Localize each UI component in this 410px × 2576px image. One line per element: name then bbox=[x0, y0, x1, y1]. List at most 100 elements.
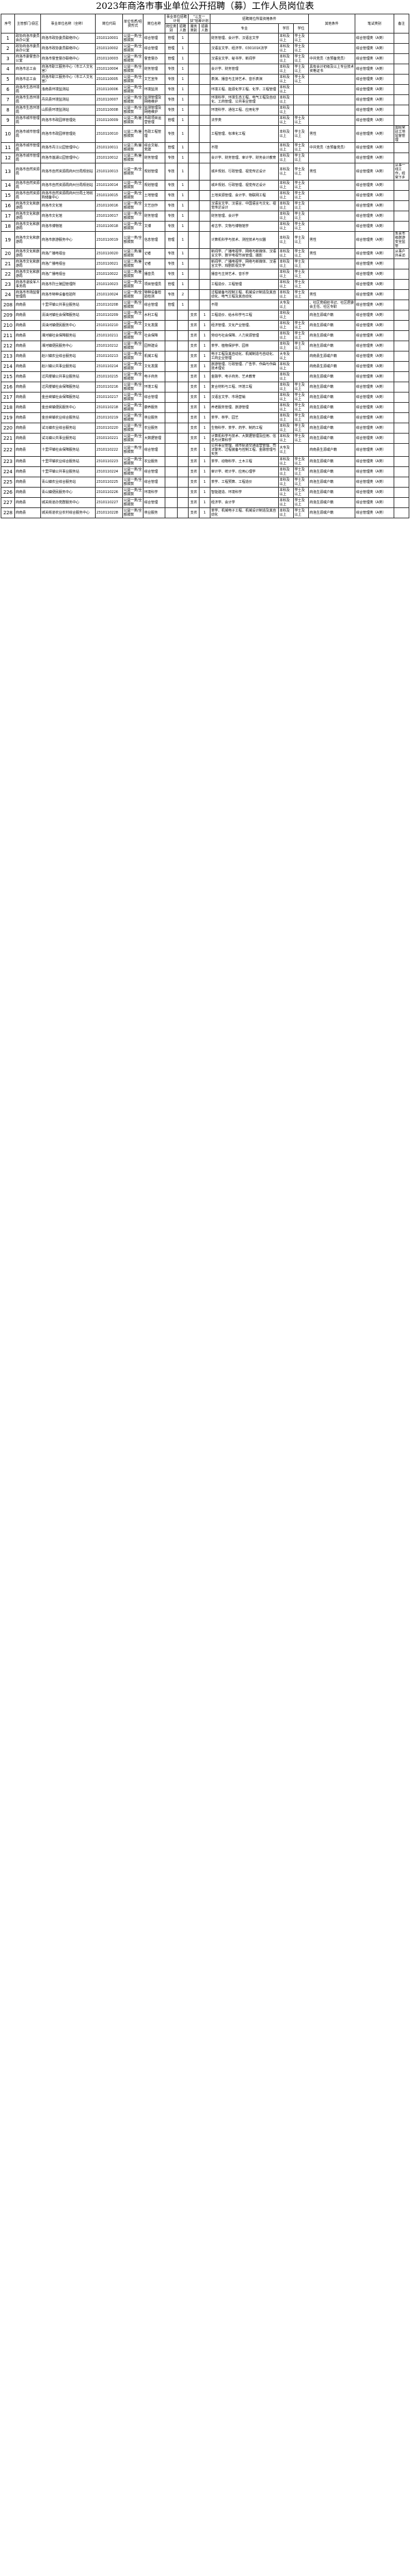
cell-code: 2310110016 bbox=[95, 200, 123, 211]
table-row: 3 商洛市委督查办公室 商洛市督查督办联络中心 2310110003 公益一类/全额拨款… bbox=[1, 53, 410, 64]
cell-note bbox=[394, 497, 410, 508]
cell-note bbox=[394, 477, 410, 488]
cell-nature: 公益二类/差额拨款 bbox=[122, 125, 144, 143]
cell-sanzhi-type bbox=[188, 163, 200, 181]
table-row: 21 商洛市文化和旅游局 商洛广播电视台 2310110021 公益二类/差额拨款 记者专… bbox=[1, 258, 410, 269]
cell-no: 225 bbox=[1, 477, 15, 488]
cell-plan-type bbox=[165, 351, 178, 362]
cell-code: 2310110022 bbox=[95, 269, 123, 280]
cell-code: 2310110228 bbox=[95, 507, 123, 518]
cell-sanzhi-count bbox=[199, 180, 211, 191]
cell-plan-count: 1 bbox=[176, 180, 189, 191]
table-header: 序号 主管部门/县区 事业单位名称（全称） 岗位代码 单位性质/经费形式 岗位名… bbox=[1, 14, 410, 34]
table-row: 9 商洛市城市管理局 商洛市市政园林管理处 2310110009 公益二类/差额拨款 市政… bbox=[1, 115, 410, 126]
cell-nature: 公益一类/全额拨款 bbox=[122, 43, 144, 54]
cell-edu: 本科及以上 bbox=[278, 402, 295, 413]
cell-degree bbox=[293, 94, 310, 105]
cell-degree: 学士及以上 bbox=[293, 125, 310, 143]
table-row: 224 商南县 十里坪镇公共事业服务站 2310110224 公益一类/全额拨款 综合管理… bbox=[1, 466, 410, 477]
cell-plan-count bbox=[176, 361, 189, 372]
header-nature: 单位性质/经费形式 bbox=[122, 14, 144, 34]
cell-sanzhi-type bbox=[188, 231, 200, 249]
cell-note bbox=[394, 361, 410, 372]
cell-edu: 本科及以上 bbox=[278, 142, 295, 153]
cell-nature: 公益一类/全额拨款 bbox=[122, 279, 144, 290]
cell-post: 土地管理 bbox=[143, 190, 165, 201]
cell-nature: 公益一类/全额拨款 bbox=[122, 433, 144, 444]
table-row: 218 商南县 金丝峡镇便民服务中心 2310110218 公益一类/全额拨款 康养服务 支… bbox=[1, 402, 410, 413]
cell-major: 茶学、植物保护学、园林 bbox=[210, 341, 279, 351]
cell-edu: 本科及以上 bbox=[278, 94, 295, 105]
cell-no: 7 bbox=[1, 94, 15, 105]
cell-plan-type bbox=[165, 477, 178, 488]
cell-degree: 学士及以上 bbox=[293, 477, 310, 488]
cell-sanzhi-type bbox=[188, 221, 200, 232]
cell-dept: 商南县 bbox=[14, 310, 41, 321]
cell-plan-count: 1 bbox=[176, 190, 189, 201]
cell-unit: 商洛市市政园林管理处 bbox=[40, 115, 96, 126]
cell-exam: 综合管理类（A类） bbox=[355, 258, 395, 269]
cell-code: 2310110002 bbox=[95, 43, 123, 54]
cell-note: 需经常驻工地监督管理 bbox=[394, 125, 410, 143]
cell-code: 2310110216 bbox=[95, 382, 123, 393]
cell-major: 茶学、动物科学、土木工程 bbox=[210, 456, 279, 467]
cell-no: 220 bbox=[1, 423, 15, 434]
cell-other: 商洛生源或户籍 bbox=[308, 320, 356, 331]
cell-dept: 商洛市总工会 bbox=[14, 64, 41, 75]
cell-nature: 公益一类/全额拨款 bbox=[122, 231, 144, 249]
cell-note bbox=[394, 33, 410, 44]
header-post: 岗位名称 bbox=[143, 14, 165, 34]
cell-dept: 商洛市文化和旅游局 bbox=[14, 221, 41, 232]
cell-post: 环境监测 bbox=[143, 84, 165, 95]
cell-degree: 学士及以上 bbox=[293, 392, 310, 403]
cell-note bbox=[394, 64, 410, 75]
cell-plan-count bbox=[176, 341, 189, 351]
cell-dept: 商南县 bbox=[14, 433, 41, 444]
cell-other bbox=[308, 115, 356, 126]
cell-dept: 商洛市市场监督管理局 bbox=[14, 289, 41, 300]
cell-sanzhi-count bbox=[199, 43, 211, 54]
table-row: 23 商洛市退役军人事务局 商洛市烈士陵园管理所 2310110023 公益一类/全额拨… bbox=[1, 279, 410, 290]
cell-plan-type bbox=[165, 466, 178, 477]
cell-plan-count: 1 bbox=[176, 115, 189, 126]
cell-dept: 商洛市城市管理局 bbox=[14, 152, 41, 163]
cell-no: 217 bbox=[1, 392, 15, 403]
cell-major: 工程造价、给水科学与工程 bbox=[210, 310, 279, 321]
cell-degree bbox=[293, 351, 310, 362]
cell-dept: 商洛市文化和旅游局 bbox=[14, 211, 41, 222]
cell-post: 信息管理 bbox=[143, 231, 165, 249]
cell-no: 11 bbox=[1, 142, 15, 153]
cell-edu: 本科及以上 bbox=[278, 258, 295, 269]
cell-unit: 赵川镇公共事业服务站 bbox=[40, 361, 96, 372]
cell-nature: 公益一类/全额拨款 bbox=[122, 371, 144, 382]
cell-unit: 青山镇农业综合服务站 bbox=[40, 477, 96, 488]
cell-degree: 学士及以上 bbox=[293, 53, 310, 64]
cell-dept: 商南县 bbox=[14, 351, 41, 362]
cell-note bbox=[394, 200, 410, 211]
cell-plan-type: 专技 bbox=[165, 200, 178, 211]
cell-note bbox=[394, 152, 410, 163]
table-row: 7 商洛市生态环境局 丹凤县环境监测站 2310110007 公益一类/全额拨款 监测管理… bbox=[1, 94, 410, 105]
cell-plan-count bbox=[176, 507, 189, 518]
cell-code: 2310110211 bbox=[95, 330, 123, 341]
table-row: 17 商洛市文化和旅游局 商洛市文化馆 2310110017 公益一类/全额拨款 财务管理… bbox=[1, 211, 410, 222]
cell-nature: 公益一类/全额拨款 bbox=[122, 477, 144, 488]
table-body: 1 政协商洛市委员会办公室 商洛市政协委员联络中心 2310110001 公益一类/全额… bbox=[1, 33, 410, 518]
cell-no: 215 bbox=[1, 371, 15, 382]
cell-other bbox=[308, 43, 356, 54]
cell-no: 224 bbox=[1, 466, 15, 477]
table-row: 16 商洛市文化和旅游局 商洛市文化馆 2310110016 公益一类/全额拨款 文艺创作… bbox=[1, 200, 410, 211]
cell-post: 综合管理 bbox=[143, 477, 165, 488]
cell-plan-type bbox=[165, 341, 178, 351]
cell-other bbox=[308, 33, 356, 44]
cell-note bbox=[394, 94, 410, 105]
cell-note: 从事一线工作，经常下乡 bbox=[394, 163, 410, 181]
cell-other: 商洛生源或户籍 bbox=[308, 477, 356, 488]
cell-degree: 学士及以上 bbox=[293, 33, 310, 44]
cell-edu: 本科及以上 bbox=[278, 190, 295, 201]
cell-major: 电子工程及其自动化、机械制造与自动化、工商企业管理 bbox=[210, 351, 279, 362]
cell-major: 茶学、林学、园艺 bbox=[210, 412, 279, 423]
cell-major: 工程管理、标准化工程 bbox=[210, 125, 279, 143]
table-row: 4 商洛市总工会 商洛市职工服务中心（市工人文化宫） 2310110004 公益一类/全… bbox=[1, 64, 410, 75]
cell-plan-type: 专技 bbox=[165, 269, 178, 280]
